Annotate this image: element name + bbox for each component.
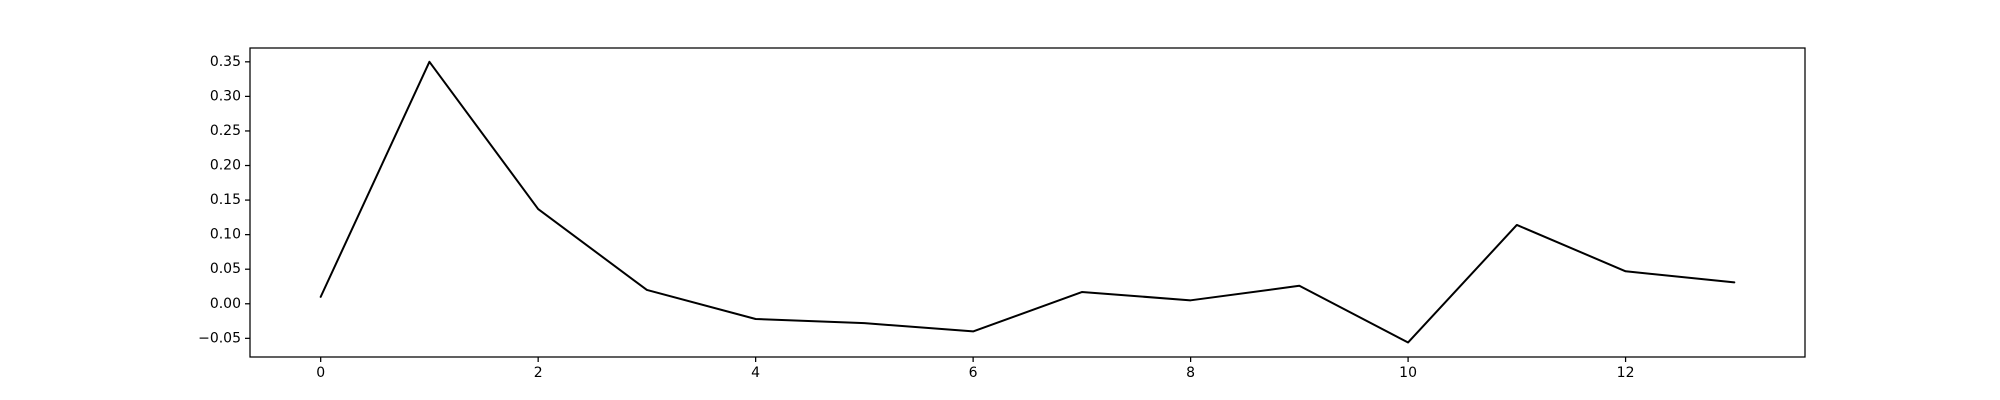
x-tick-label: 10	[1399, 365, 1417, 381]
x-tick-label: 0	[316, 365, 325, 381]
y-tick-label: 0.05	[210, 261, 241, 277]
y-tick-label: 0.15	[210, 192, 241, 208]
x-tick-label: 2	[534, 365, 543, 381]
y-tick-label: −0.05	[198, 330, 241, 346]
plot-series	[319, 60, 1736, 344]
y-tick-label: 0.10	[210, 227, 241, 243]
y-tick-label: 0.20	[210, 158, 241, 174]
plot-frame	[249, 47, 1806, 358]
y-axis: −0.05 0.00 0.05 0.10 0.15 0.20 0.25 0.30 0.35	[198, 54, 250, 346]
x-axis: 0 2 4 6 8 10 12	[316, 357, 1634, 381]
series-line	[319, 60, 1736, 344]
x-tick-label: 4	[751, 365, 760, 381]
x-tick-label: 8	[1186, 365, 1195, 381]
y-tick-label: 0.35	[210, 54, 241, 70]
y-tick-label: 0.25	[210, 123, 241, 139]
x-tick-label: 12	[1617, 365, 1635, 381]
x-tick-label: 6	[969, 365, 978, 381]
y-tick-label: 0.30	[210, 88, 241, 104]
y-tick-label: 0.00	[210, 296, 241, 312]
